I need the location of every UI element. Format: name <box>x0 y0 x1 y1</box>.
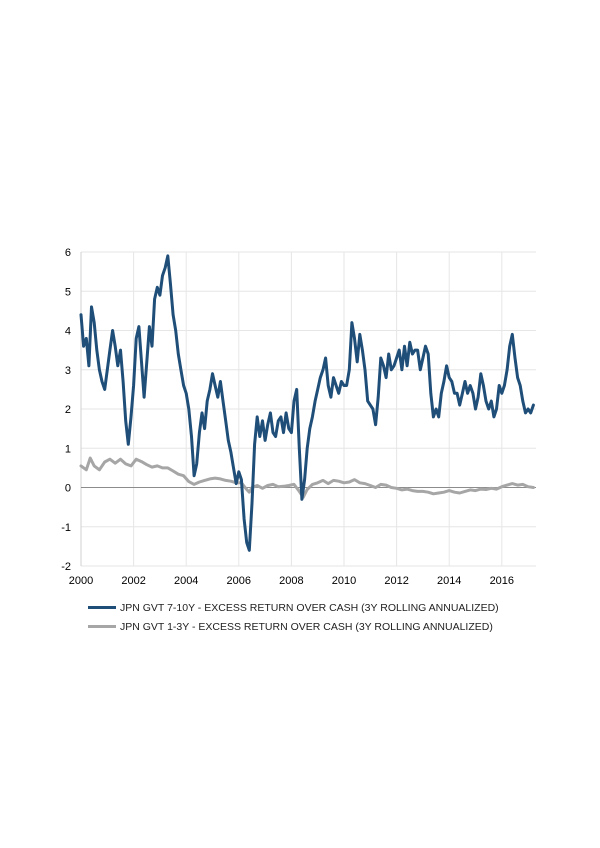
x-tick-label-7: 2014 <box>437 575 461 587</box>
legend-label-1-3y: JPN GVT 1-3Y - EXCESS RETURN OVER CASH (… <box>120 620 493 633</box>
y-tick-label-8: 6 <box>65 247 71 259</box>
series-lines <box>79 254 535 552</box>
y-tick-label-7: 5 <box>65 286 71 298</box>
y-tick-label-6: 4 <box>65 326 71 338</box>
x-tick-label-6: 2012 <box>384 575 408 587</box>
legend-entry-7-10y: JPN GVT 7-10Y - EXCESS RETURN OVER CASH … <box>88 598 499 617</box>
x-tick-label-2: 2004 <box>174 575 198 587</box>
legend-swatch-7-10y <box>88 606 116 609</box>
x-tick-label-3: 2006 <box>227 575 251 587</box>
x-tick-label-4: 2008 <box>279 575 303 587</box>
y-tick-label-5: 3 <box>65 365 71 377</box>
legend-swatch-1-3y <box>88 625 116 628</box>
x-tick-label-5: 2010 <box>332 575 356 587</box>
y-tick-label-2: 0 <box>65 483 71 495</box>
y-tick-label-4: 2 <box>65 404 71 416</box>
x-axis-tick-labels: 2000 2002 2004 2006 2008 2010 2012 2014 2016 <box>69 575 514 587</box>
x-tick-label-8: 2016 <box>490 575 514 587</box>
x-tick-label-1: 2002 <box>121 575 145 587</box>
legend: JPN GVT 7-10Y - EXCESS RETURN OVER CASH … <box>88 598 499 636</box>
legend-label-7-10y: JPN GVT 7-10Y - EXCESS RETURN OVER CASH … <box>120 601 499 614</box>
y-tick-label-3: 1 <box>65 443 71 455</box>
legend-entry-1-3y: JPN GVT 1-3Y - EXCESS RETURN OVER CASH (… <box>88 617 499 636</box>
y-axis-tick-labels: -2 -1 0 1 2 3 4 5 6 <box>61 247 71 573</box>
series-line-7-10y <box>79 254 535 552</box>
x-tick-label-0: 2000 <box>69 575 93 587</box>
gridlines <box>80 251 536 567</box>
y-tick-label-1: -1 <box>61 522 71 534</box>
y-tick-label-0: -2 <box>61 561 71 573</box>
